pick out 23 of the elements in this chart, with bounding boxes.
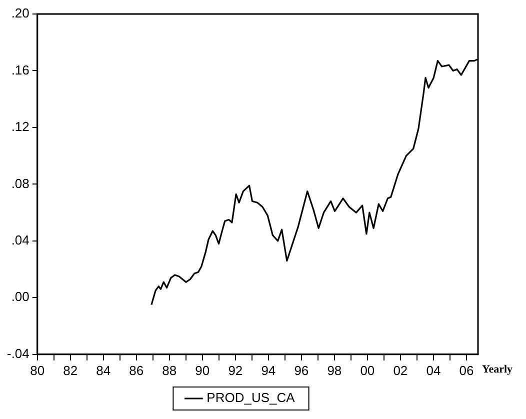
y-tick-label: -.04 — [6, 346, 30, 361]
x-tick-label: 02 — [393, 362, 408, 378]
x-tick-label: 92 — [228, 362, 243, 378]
x-tick-label: 90 — [195, 362, 210, 378]
x-tick-label: 88 — [162, 362, 177, 378]
x-tick-label: 06 — [459, 362, 474, 378]
x-tick-label: 80 — [30, 362, 45, 378]
y-tick-label: .12 — [11, 119, 30, 134]
x-tick-label: 04 — [426, 362, 441, 378]
y-tick-label: .08 — [11, 176, 30, 191]
y-tick-label: .00 — [11, 289, 30, 304]
x-tick-label: 84 — [96, 362, 111, 378]
x-tick-label: 96 — [294, 362, 309, 378]
legend-label: PROD_US_CA — [206, 390, 296, 406]
y-tick-label: .20 — [11, 6, 30, 21]
x-tick-label: 94 — [261, 362, 276, 378]
x-tick-label: 86 — [129, 362, 144, 378]
y-tick-label: .04 — [11, 232, 30, 248]
x-axis-title: Yearly — [482, 364, 514, 376]
x-tick-label: 82 — [63, 362, 78, 378]
x-tick-label: 00 — [360, 362, 375, 378]
y-tick-label: .16 — [11, 62, 30, 78]
x-tick-label: 98 — [327, 362, 342, 378]
